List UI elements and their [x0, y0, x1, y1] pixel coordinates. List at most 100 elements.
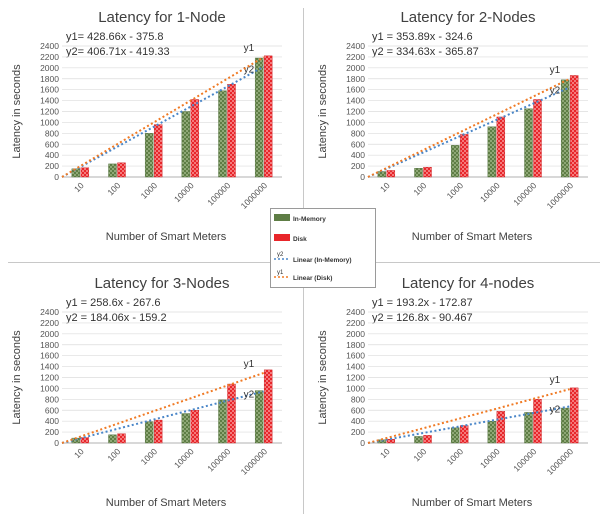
y-tick-label: 1000 [40, 117, 59, 127]
x-tick-label: 100000 [511, 446, 538, 473]
bar-disk [459, 134, 469, 178]
latency-chart-3-nodes: Latency for 3-Nodes y1 = 258.6x - 267.6 y2… [11, 275, 282, 509]
bar-disk [459, 425, 469, 444]
x-tick-label: 100 [411, 446, 428, 463]
y-tick-label: 800 [45, 394, 59, 404]
y-tick-label: 2200 [40, 52, 59, 62]
y-tick-label: 2200 [40, 318, 59, 328]
bar-disk [496, 116, 506, 178]
y-tick-label: 1400 [346, 96, 365, 106]
y-tick-label: 0 [360, 438, 365, 448]
x-tick-label: 1000000 [239, 180, 270, 211]
bar-disk [153, 124, 163, 178]
bar-in-memory [560, 407, 570, 444]
y-tick-label: 1800 [40, 340, 59, 350]
bar-disk [190, 99, 200, 178]
bar-disk [386, 170, 396, 178]
y-tick-label: 1600 [346, 351, 365, 361]
bar-disk [423, 166, 432, 178]
y-tick-label: 600 [351, 405, 365, 415]
trendline-label: y1 [550, 65, 561, 76]
trendline-label: y1 [550, 375, 561, 386]
x-tick-label: 1000 [139, 446, 160, 467]
y-tick-label: 1800 [346, 74, 365, 84]
y-tick-label: 800 [351, 394, 365, 404]
x-tick-label: 1000000 [545, 446, 576, 477]
chart-title: Latency for 1-Node [98, 9, 226, 26]
x-axis-label: Number of Smart Meters [412, 231, 533, 243]
x-axis-label: Number of Smart Meters [412, 497, 533, 509]
trend-equation: y2 = 334.63x - 365.87 [372, 46, 479, 58]
x-tick-label: 100000 [511, 180, 538, 207]
bar-disk [423, 435, 432, 444]
chart-legend: In-Memory Disk y2 Linear (In-Memory) y1 Linea… [270, 208, 376, 288]
x-tick-label: 10 [378, 180, 392, 194]
bar-disk [263, 369, 273, 444]
trend-equation: y2 = 184.06x - 159.2 [66, 312, 167, 324]
legend-label: Linear (In-Memory) [293, 257, 352, 264]
bar-in-memory [144, 133, 154, 178]
trend-equation: y1= 428.66x - 375.8 [66, 31, 164, 43]
bar-in-memory [487, 420, 497, 444]
y-tick-label: 2400 [40, 307, 59, 317]
legend-label: Linear (Disk) [293, 275, 332, 282]
bar-disk [117, 162, 126, 178]
y-tick-label: 200 [351, 427, 365, 437]
x-tick-label: 10 [72, 446, 86, 460]
bar-in-memory [71, 168, 81, 178]
bar-in-memory [218, 90, 227, 178]
bar-disk [227, 383, 236, 444]
y-axis-label: Latency in seconds [317, 330, 329, 425]
y-tick-label: 200 [351, 161, 365, 171]
latency-chart-2-nodes: Latency for 2-Nodes y1 = 353.89x - 324.6 y… [317, 9, 588, 243]
trendline-in-memory [61, 390, 264, 444]
y-tick-label: 2000 [346, 63, 365, 73]
y-tick-label: 800 [351, 128, 365, 138]
y-tick-label: 1200 [40, 373, 59, 383]
y-tick-label: 800 [45, 128, 59, 138]
bar-disk [569, 387, 579, 444]
y-tick-label: 2400 [346, 307, 365, 317]
y-tick-label: 1000 [40, 383, 59, 393]
bar-disk [227, 84, 236, 178]
y-tick-label: 2400 [346, 41, 365, 51]
y-tick-label: 2200 [346, 52, 365, 62]
y-tick-label: 1200 [346, 107, 365, 117]
bar-in-memory [524, 108, 533, 178]
x-tick-label: 100 [411, 180, 428, 197]
trend-equation: y1 = 353.89x - 324.6 [372, 31, 473, 43]
bar-disk [80, 437, 90, 444]
y-tick-label: 1400 [346, 362, 365, 372]
x-tick-label: 1000000 [545, 180, 576, 211]
y-tick-label: 1600 [40, 85, 59, 95]
trendline-disk [61, 56, 265, 178]
y-tick-label: 2000 [40, 63, 59, 73]
bar-disk [117, 433, 126, 444]
x-tick-label: 10000 [478, 180, 502, 204]
y-tick-label: 0 [360, 172, 365, 182]
x-tick-label: 1000 [445, 446, 466, 467]
x-tick-label: 100000 [205, 180, 232, 207]
y-tick-label: 2200 [346, 318, 365, 328]
y-tick-label: 600 [45, 405, 59, 415]
bar-in-memory [560, 79, 570, 178]
trendline-disk [367, 388, 570, 444]
y-tick-label: 1000 [346, 117, 365, 127]
bar-disk [153, 419, 163, 444]
y-tick-label: 1400 [40, 96, 59, 106]
chart-title: Latency for 3-Nodes [94, 275, 229, 292]
bar-disk [496, 411, 506, 444]
trend-equation: y2 = 126.8x - 90.467 [372, 312, 473, 324]
trendline-label: y2 [550, 404, 561, 415]
y-tick-label: 2000 [346, 329, 365, 339]
y-tick-label: 600 [351, 139, 365, 149]
x-tick-label: 100 [105, 446, 122, 463]
x-axis-label: Number of Smart Meters [106, 497, 227, 509]
trendline-label: y2 [244, 389, 255, 400]
bar-in-memory [181, 413, 191, 444]
y-tick-label: 1800 [40, 74, 59, 84]
x-axis-label: Number of Smart Meters [106, 231, 227, 243]
y-tick-label: 0 [54, 438, 59, 448]
bar-in-memory [450, 427, 460, 444]
trendline-label: y1 [244, 359, 255, 370]
